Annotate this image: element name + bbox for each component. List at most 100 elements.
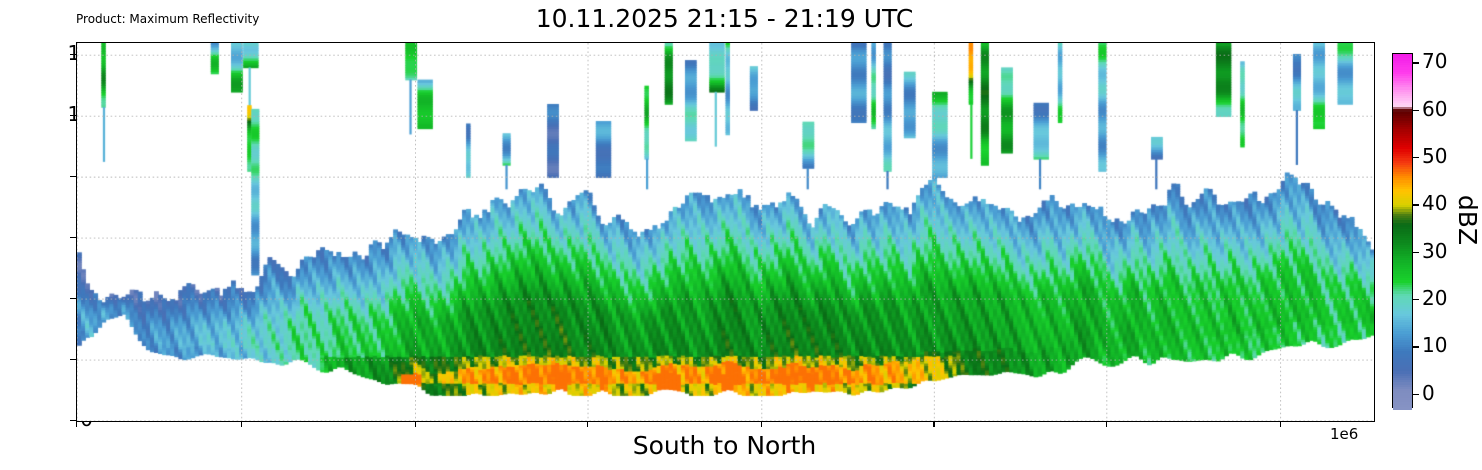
colorbar-segment xyxy=(1393,249,1412,253)
colorbar-segment xyxy=(1393,69,1412,73)
colorbar-segment xyxy=(1393,211,1412,215)
colorbar-segment xyxy=(1393,73,1412,77)
colorbar-segment xyxy=(1393,189,1412,193)
colorbar-segment xyxy=(1393,271,1412,275)
colorbar-segment xyxy=(1393,198,1412,202)
colorbar-segment xyxy=(1393,89,1412,93)
x-axis-exponent-label: 1e6 xyxy=(1330,425,1359,443)
colorbar-segment xyxy=(1393,87,1412,91)
colorbar-segment xyxy=(1393,125,1412,128)
x-tick-mark xyxy=(240,421,243,427)
x-tick-mark xyxy=(1105,421,1108,427)
colorbar-segment xyxy=(1393,62,1412,66)
colorbar-segment xyxy=(1393,406,1412,410)
y-tick-mark xyxy=(70,298,76,300)
colorbar-segment xyxy=(1393,389,1412,392)
colorbar-segment xyxy=(1393,231,1412,235)
plot-area[interactable] xyxy=(76,42,1375,422)
colorbar-segment xyxy=(1393,282,1412,286)
colorbar-segment xyxy=(1393,247,1412,250)
colorbar-segment xyxy=(1393,224,1412,228)
colorbar-segment xyxy=(1393,293,1412,297)
colorbar-segment xyxy=(1393,306,1412,310)
colorbar-tick-mark xyxy=(1413,251,1419,254)
x-tick-mark xyxy=(933,421,935,427)
colorbar-segment xyxy=(1393,357,1412,361)
colorbar-tick-label: 50 xyxy=(1422,144,1448,169)
colorbar-segment xyxy=(1393,169,1412,173)
colorbar-segment xyxy=(1393,295,1412,299)
colorbar-segment xyxy=(1393,149,1412,153)
colorbar-segment xyxy=(1393,267,1412,270)
colorbar-segment xyxy=(1393,380,1412,384)
colorbar-segment xyxy=(1393,371,1412,375)
colorbar-segment xyxy=(1393,235,1412,239)
colorbar-tick-mark xyxy=(1413,157,1419,159)
colorbar-segment xyxy=(1393,193,1412,197)
colorbar-segment xyxy=(1393,320,1412,324)
colorbar-segment xyxy=(1393,275,1412,279)
colorbar-segment xyxy=(1393,273,1412,277)
colorbar-segment xyxy=(1393,105,1412,108)
colorbar-segment xyxy=(1393,58,1412,62)
colorbar-segment xyxy=(1393,56,1412,60)
y-tick-mark xyxy=(70,420,76,422)
colorbar-segment xyxy=(1393,404,1412,408)
colorbar-segment xyxy=(1393,242,1412,246)
colorbar-segment xyxy=(1393,375,1412,379)
colorbar-segment xyxy=(1393,366,1412,370)
colorbar-segment xyxy=(1393,100,1412,104)
colorbar-segment xyxy=(1393,322,1412,326)
colorbar-segment xyxy=(1393,386,1412,390)
colorbar-segment xyxy=(1393,93,1412,97)
colorbar-tick-mark xyxy=(1413,109,1419,112)
colorbar-segment xyxy=(1393,65,1412,68)
x-tick-mark xyxy=(587,421,589,427)
colorbar-segment xyxy=(1393,54,1412,57)
colorbar-segment xyxy=(1393,200,1412,204)
product-annotation: Product: Maximum Reflectivity xyxy=(76,12,260,26)
colorbar-segment xyxy=(1393,260,1412,264)
colorbar-segment xyxy=(1393,377,1412,381)
x-tick-mark xyxy=(414,421,416,427)
colorbar-segment xyxy=(1393,326,1412,330)
y-tick-mark xyxy=(70,115,76,117)
colorbar-tick-mark xyxy=(1413,204,1419,206)
colorbar-segment xyxy=(1393,120,1412,124)
colorbar-segment xyxy=(1393,71,1412,75)
colorbar-tick-label: 70 xyxy=(1422,49,1448,74)
colorbar-segment xyxy=(1393,209,1412,213)
colorbar-segment xyxy=(1393,369,1412,372)
colorbar-tick-mark xyxy=(1413,62,1419,64)
colorbar-segment xyxy=(1393,107,1412,111)
colorbar-segment xyxy=(1393,76,1412,80)
colorbar-segment xyxy=(1393,344,1412,348)
colorbar-segment xyxy=(1393,164,1412,168)
colorbar-tick-label: 0 xyxy=(1422,380,1435,405)
colorbar-segment xyxy=(1393,176,1412,179)
colorbar-segment xyxy=(1393,202,1412,206)
colorbar-segment xyxy=(1393,258,1412,262)
colorbar-segment xyxy=(1393,315,1412,319)
colorbar-segment xyxy=(1393,264,1412,268)
colorbar-tick-label: 10 xyxy=(1422,333,1448,358)
colorbar-segment xyxy=(1393,384,1412,388)
colorbar-segment xyxy=(1393,262,1412,266)
colorbar-segment xyxy=(1393,122,1412,126)
colorbar-segment xyxy=(1393,302,1412,306)
colorbar-segment xyxy=(1393,129,1412,133)
colorbar-segment xyxy=(1393,207,1412,210)
colorbar-segment xyxy=(1393,244,1412,248)
colorbar-segment xyxy=(1393,182,1412,186)
colorbar-segment xyxy=(1393,213,1412,217)
y-tick-mark xyxy=(70,176,76,178)
colorbar-segment xyxy=(1393,333,1412,337)
colorbar[interactable]: 0 10 20 30 40 50 60 70 xyxy=(1392,51,1447,410)
colorbar-segment xyxy=(1393,156,1412,159)
colorbar-segment xyxy=(1393,136,1412,139)
colorbar-segment xyxy=(1393,353,1412,357)
colorbar-segment xyxy=(1393,329,1412,333)
colorbar-segment xyxy=(1393,67,1412,71)
y-tick-mark xyxy=(70,237,76,239)
colorbar-segment xyxy=(1393,269,1412,273)
